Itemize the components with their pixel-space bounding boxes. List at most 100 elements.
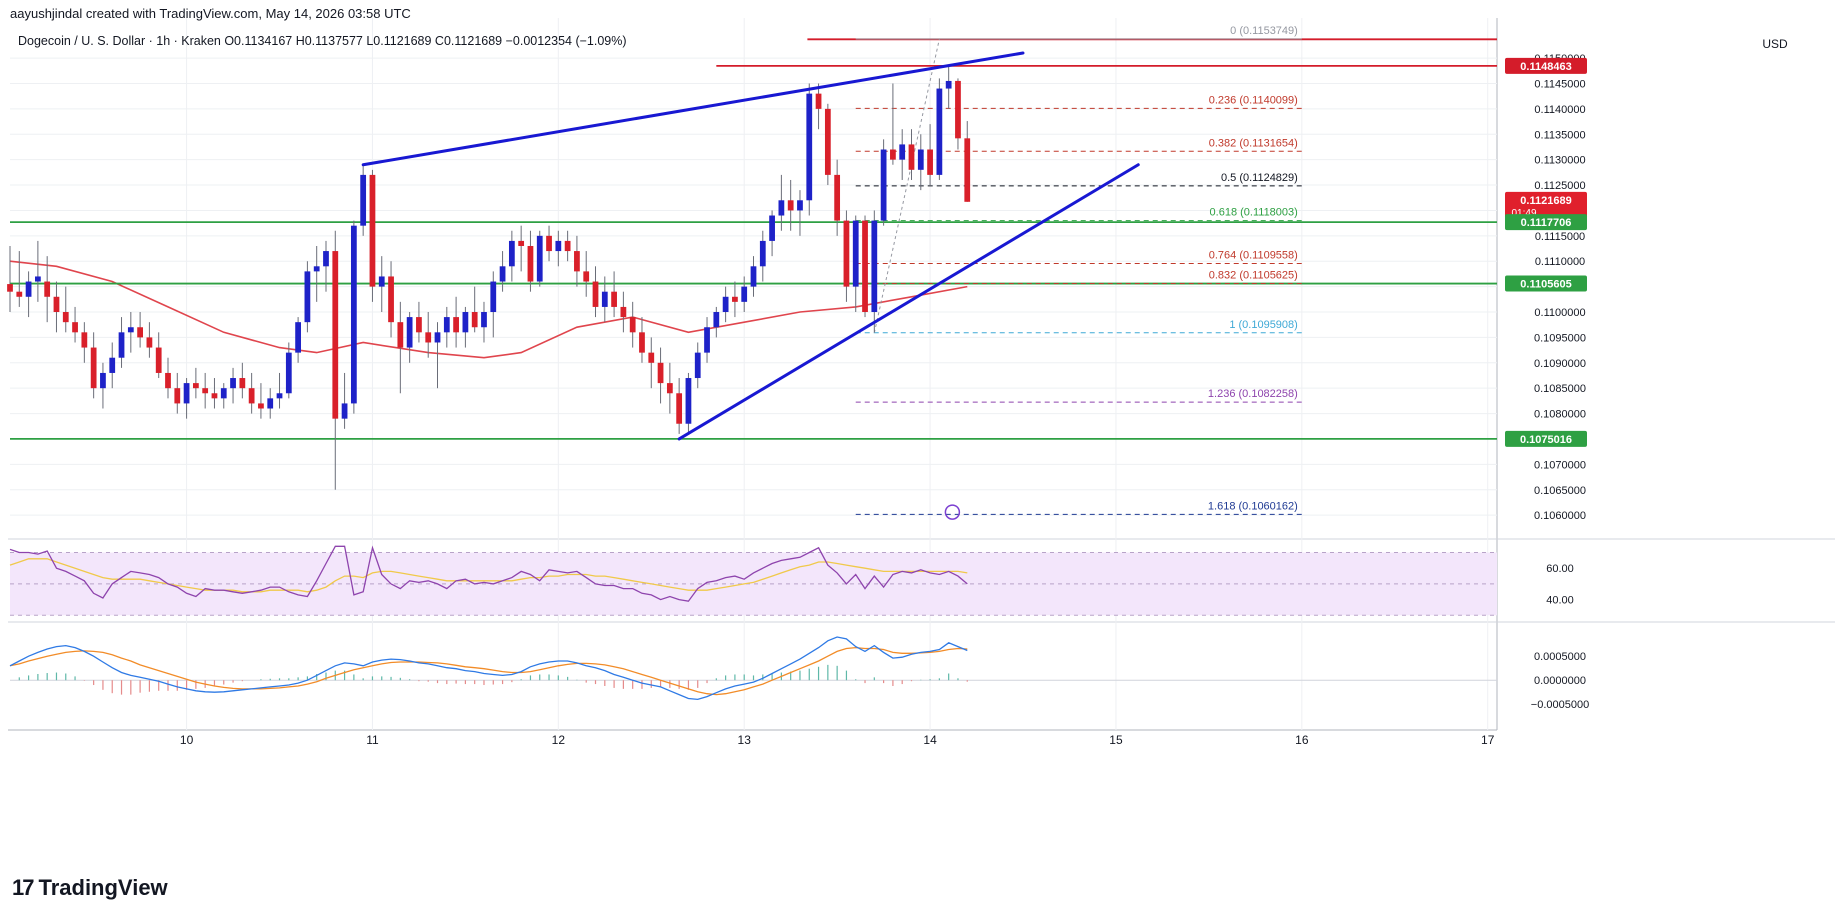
countdown-label: 01:49 xyxy=(1511,208,1536,219)
candle-body xyxy=(694,352,701,379)
candle-body xyxy=(127,327,134,333)
time-tick-label: 12 xyxy=(552,733,566,747)
time-axis: 10 11 12 13 14 15 16 17 xyxy=(180,733,1495,747)
rsi-tick-label: 60.00 xyxy=(1546,563,1574,575)
candle-body xyxy=(211,393,218,399)
fib-level-label: 1 (0.1095908) xyxy=(1229,319,1298,331)
candle-body xyxy=(285,352,292,394)
candle-body xyxy=(416,317,422,333)
fib-level-label: 0 (0.1153749) xyxy=(1230,25,1298,37)
tradingview-logo[interactable]: 17 TradingView xyxy=(12,875,168,901)
time-tick-label: 13 xyxy=(738,733,752,747)
candle-body xyxy=(620,306,627,318)
time-tick-label: 10 xyxy=(180,733,194,747)
candle-body xyxy=(248,388,255,404)
candle-body xyxy=(797,200,803,211)
fib-anchor-line xyxy=(873,38,940,333)
candle-body xyxy=(258,403,264,409)
candle-body xyxy=(90,347,97,389)
candle-body xyxy=(685,378,692,424)
candle-body xyxy=(155,347,162,373)
candle-body xyxy=(62,312,69,323)
candle-body xyxy=(16,291,23,297)
candle-body xyxy=(741,286,748,302)
candle-body xyxy=(852,220,859,287)
candle-body xyxy=(648,352,655,363)
candle-body xyxy=(908,144,915,170)
candle-body xyxy=(759,240,766,267)
credit-text: aayushjindal created with TradingView.co… xyxy=(10,6,411,21)
price-tick-label: 0.1125000 xyxy=(1534,180,1585,192)
rsi-tick-label: 40.00 xyxy=(1546,595,1574,607)
candle-body xyxy=(462,312,469,333)
candle-body xyxy=(732,296,738,302)
candle-body xyxy=(369,174,376,287)
candle-body xyxy=(453,317,459,333)
rsi-band xyxy=(10,552,1497,616)
price-tag-box xyxy=(1505,275,1587,292)
candle-body xyxy=(564,240,571,252)
candle-body xyxy=(676,393,683,424)
candle-body xyxy=(295,322,301,353)
fib-level-label: 0.5 (0.1124829) xyxy=(1221,172,1298,184)
candle-body xyxy=(499,266,506,282)
candle-body xyxy=(7,284,13,292)
candle-body xyxy=(815,93,822,109)
candle-body xyxy=(230,378,236,389)
candle-body xyxy=(388,276,394,323)
candle-body xyxy=(471,312,478,328)
candle-body xyxy=(323,251,329,267)
candle-body xyxy=(936,88,943,175)
candle-body xyxy=(313,266,320,272)
candle-body xyxy=(360,174,367,226)
candle-body xyxy=(666,383,673,394)
candle-body xyxy=(843,220,850,287)
candle-body xyxy=(25,281,32,297)
price-tag-box xyxy=(1505,430,1587,447)
candle-body xyxy=(601,291,608,307)
price-tick-label: 0.1145000 xyxy=(1534,78,1585,90)
time-tick-label: 16 xyxy=(1295,733,1309,747)
candle-body xyxy=(53,296,60,313)
candle-body xyxy=(657,362,664,384)
fib-level-label: 1.618 (0.1060162) xyxy=(1208,500,1298,512)
candle-body xyxy=(592,281,599,307)
currency-label: USD xyxy=(1762,37,1788,51)
candle-body xyxy=(769,215,775,241)
candle-body xyxy=(964,138,971,202)
candle-body xyxy=(704,327,710,353)
price-tick-label: 0.1085000 xyxy=(1534,383,1586,395)
price-tag-label: 0.1105605 xyxy=(1520,279,1571,291)
candle-body xyxy=(862,220,868,313)
candle-body xyxy=(174,388,181,404)
candle-body xyxy=(397,322,404,348)
symbol-ohlc-line[interactable]: Dogecoin / U. S. Dollar · 1h · Kraken O0… xyxy=(18,34,627,48)
candle-body xyxy=(490,281,497,313)
candle-body xyxy=(639,332,645,353)
candle-body xyxy=(304,271,311,323)
trendline xyxy=(361,51,1025,167)
macd-signal-line xyxy=(9,646,968,696)
macd-line xyxy=(9,636,968,701)
candle-body xyxy=(834,174,841,221)
price-tick-label: 0.1100000 xyxy=(1534,307,1585,319)
candle-body xyxy=(824,108,831,175)
price-tick-label: 0.1130000 xyxy=(1534,155,1585,167)
candle-body xyxy=(536,235,543,282)
candle-body xyxy=(787,200,794,211)
macd-panel: 0.0005000 0.0000000 −0.0005000 xyxy=(9,636,1589,711)
price-tick-label: 0.1065000 xyxy=(1534,485,1586,497)
candle-body xyxy=(750,266,757,287)
fib-level-label: 0.618 (0.1118003) xyxy=(1210,207,1298,219)
trendline xyxy=(677,163,1140,441)
candle-body xyxy=(109,357,116,373)
candle-body xyxy=(100,372,106,389)
price-tick-label: 0.1140000 xyxy=(1534,104,1585,116)
candle-body xyxy=(611,291,617,307)
candle-body xyxy=(202,388,209,394)
fib-level-label: 1.236 (0.1082258) xyxy=(1208,388,1298,400)
candle-body xyxy=(945,80,952,89)
macd-tick-label: 0.0000000 xyxy=(1534,675,1586,687)
